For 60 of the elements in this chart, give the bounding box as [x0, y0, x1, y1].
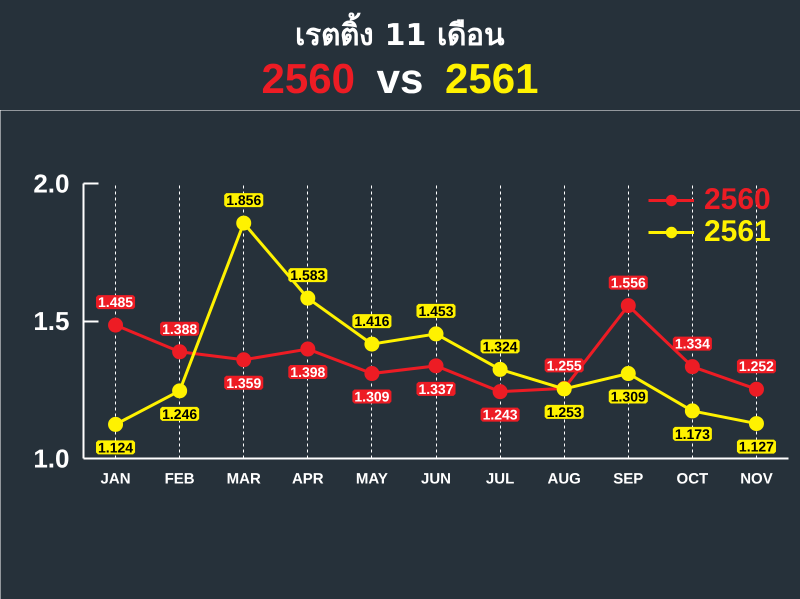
data-label: 1.127	[738, 438, 774, 455]
point	[364, 366, 380, 382]
point	[236, 216, 252, 231]
point	[428, 326, 444, 342]
point	[748, 382, 764, 397]
point	[620, 366, 636, 382]
data-label: 1.583	[290, 267, 326, 284]
data-label: 1.255	[546, 357, 582, 374]
y-tick-label: 1.5	[33, 306, 70, 336]
x-tick-label: JAN	[100, 470, 131, 488]
point	[428, 358, 444, 374]
point	[300, 342, 316, 357]
x-tick-label: NOV	[740, 470, 773, 488]
data-label: 1.309	[354, 388, 390, 405]
data-label: 1.416	[354, 313, 390, 330]
data-label: 1.173	[674, 426, 710, 442]
point	[108, 318, 124, 333]
data-label: 1.243	[482, 406, 518, 423]
data-label: 1.337	[418, 380, 454, 397]
point	[620, 298, 636, 314]
legend-label: 2560	[704, 183, 771, 217]
data-label: 1.253	[546, 404, 582, 420]
data-label: 1.485	[98, 294, 134, 310]
x-tick-label: AUG	[548, 470, 581, 488]
point	[300, 290, 316, 306]
data-label: 1.246	[162, 406, 198, 422]
data-label: 1.252	[738, 358, 774, 374]
point	[492, 384, 508, 400]
x-tick-label: OCT	[676, 470, 708, 488]
point	[172, 344, 188, 360]
point	[684, 403, 700, 418]
x-tick-label: APR	[292, 470, 324, 488]
x-tick-label: JUN	[420, 470, 452, 488]
point	[172, 383, 188, 398]
y-tick-label: 1.0	[33, 444, 70, 474]
data-label: 1.334	[674, 336, 710, 352]
x-tick-label: SEP	[613, 470, 644, 488]
data-label: 1.324	[482, 338, 518, 354]
legend-label: 2561	[704, 215, 771, 249]
x-tick-label: MAR	[226, 470, 261, 488]
y-tick-label: 2.0	[33, 168, 70, 198]
point	[748, 416, 764, 432]
data-label: 1.453	[418, 302, 454, 319]
chart-subtitle: 2560 vs 2561	[262, 55, 538, 102]
chart-title: เรตติ้ง 11 เดือน	[294, 12, 506, 55]
data-label: 1.124	[98, 439, 134, 456]
x-tick-label: JUL	[486, 470, 514, 488]
point	[236, 352, 252, 368]
data-label: 1.309	[610, 388, 646, 405]
point	[684, 359, 700, 374]
data-label: 1.398	[290, 364, 326, 380]
data-label: 1.556	[610, 274, 646, 291]
point	[364, 336, 380, 352]
point	[492, 362, 508, 377]
data-label: 1.359	[226, 374, 262, 391]
x-tick-label: FEB	[164, 470, 195, 488]
data-label: 1.388	[162, 320, 198, 337]
point	[108, 416, 124, 432]
x-tick-label: MAY	[356, 470, 388, 488]
data-label: 1.856	[226, 192, 262, 208]
